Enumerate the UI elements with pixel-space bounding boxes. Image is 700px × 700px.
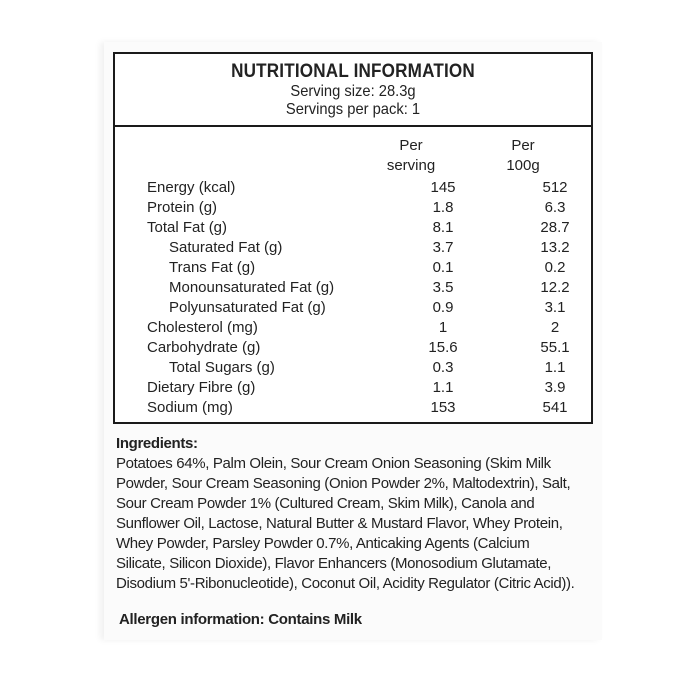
nutrient-row: Trans Fat (g) 0.1 0.2 <box>147 258 587 278</box>
per-serving-value: 3.7 <box>432 239 454 256</box>
per-serving-value: 3.5 <box>432 279 454 296</box>
nutrient-label: Saturated Fat (g) <box>169 239 283 256</box>
per-100g-value: 55.1 <box>540 339 570 356</box>
nutrient-row: Sodium (mg) 153 541 <box>147 398 587 418</box>
nutrient-label: Protein (g) <box>147 199 218 216</box>
per-serving-value: 0.3 <box>432 359 454 376</box>
per-serving-value: 1.8 <box>432 199 454 216</box>
nutrient-label: Total Fat (g) <box>147 219 228 236</box>
per-serving-value: 0.1 <box>432 259 454 276</box>
column-header-line: Per <box>511 137 535 154</box>
ingredients-line: Powder, Sour Cream Seasoning (Onion Powd… <box>116 475 571 492</box>
nutrient-label: Cholesterol (mg) <box>147 319 258 336</box>
column-header-per-100g: Per 100g <box>483 136 563 176</box>
nutrient-label: Monounsaturated Fat (g) <box>169 279 335 296</box>
serving-size: Serving size: 28.3g <box>290 83 416 100</box>
nutrient-label: Trans Fat (g) <box>169 259 256 276</box>
nutrient-label: Carbohydrate (g) <box>147 339 261 356</box>
column-header-line: serving <box>386 157 436 174</box>
nutrition-panel: NUTRITIONAL INFORMATION Serving size: 28… <box>113 52 593 424</box>
ingredients-line: Sour Cream Powder 1% (Cultured Cream, Sk… <box>116 495 535 512</box>
column-header-per-serving: Per serving <box>371 136 451 176</box>
nutrient-label: Energy (kcal) <box>147 179 236 196</box>
per-serving-value: 8.1 <box>432 219 454 236</box>
per-serving-value: 1.1 <box>432 379 454 396</box>
allergen-information: Allergen information: Contains Milk <box>119 611 362 628</box>
per-serving-value: 145 <box>430 179 456 196</box>
column-header-line: 100g <box>506 157 540 174</box>
per-100g-value: 3.1 <box>544 299 566 316</box>
per-100g-value: 0.2 <box>544 259 566 276</box>
ingredients: Ingredients: Potatoes 64%, Palm Olein, S… <box>116 434 575 594</box>
per-100g-value: 512 <box>542 179 568 196</box>
per-100g-value: 6.3 <box>544 199 566 216</box>
ingredients-heading: Ingredients: <box>116 435 198 452</box>
per-100g-value: 28.7 <box>540 219 570 236</box>
per-100g-value: 1.1 <box>544 359 566 376</box>
nutrient-row: Monounsaturated Fat (g) 3.5 12.2 <box>147 278 587 298</box>
servings-per-pack: Servings per pack: 1 <box>285 101 421 118</box>
per-100g-value: 2 <box>550 319 560 336</box>
nutrient-label: Total Sugars (g) <box>169 359 275 376</box>
panel-header: NUTRITIONAL INFORMATION Serving size: 28… <box>115 54 591 127</box>
per-100g-value: 541 <box>542 399 568 416</box>
nutrient-row: Total Sugars (g) 0.3 1.1 <box>147 358 587 378</box>
nutrient-label: Polyunsaturated Fat (g) <box>169 299 326 316</box>
nutrient-row: Energy (kcal) 145 512 <box>147 178 587 198</box>
nutrient-row: Saturated Fat (g) 3.7 13.2 <box>147 238 587 258</box>
per-serving-value: 15.6 <box>428 339 458 356</box>
nutrient-row: Protein (g) 1.8 6.3 <box>147 198 587 218</box>
panel-title: NUTRITIONAL INFORMATION <box>231 61 475 82</box>
ingredients-line: Whey Powder, Parsley Powder 0.7%, Antica… <box>116 535 530 552</box>
ingredients-line: Potatoes 64%, Palm Olein, Sour Cream Oni… <box>116 455 551 472</box>
per-100g-value: 12.2 <box>540 279 570 296</box>
per-100g-value: 3.9 <box>544 379 566 396</box>
nutrient-row: Polyunsaturated Fat (g) 0.9 3.1 <box>147 298 587 318</box>
column-header-line: Per <box>399 137 423 154</box>
nutrient-row: Carbohydrate (g) 15.6 55.1 <box>147 338 587 358</box>
per-100g-value: 13.2 <box>540 239 570 256</box>
nutrient-label: Dietary Fibre (g) <box>147 379 256 396</box>
nutrient-label: Sodium (mg) <box>147 399 233 416</box>
per-serving-value: 153 <box>430 399 456 416</box>
nutrient-row: Dietary Fibre (g) 1.1 3.9 <box>147 378 587 398</box>
ingredients-line: Disodium 5'-Ribonucleotide), Coconut Oil… <box>116 575 575 592</box>
nutrient-row: Cholesterol (mg) 1 2 <box>147 318 587 338</box>
per-serving-value: 1 <box>438 319 448 336</box>
per-serving-value: 0.9 <box>432 299 454 316</box>
ingredients-line: Sunflower Oil, Lactose, Natural Butter &… <box>116 515 563 532</box>
nutrient-row: Total Fat (g) 8.1 28.7 <box>147 218 587 238</box>
ingredients-line: Silicate, Silicon Dioxide), Flavor Enhan… <box>116 555 552 572</box>
